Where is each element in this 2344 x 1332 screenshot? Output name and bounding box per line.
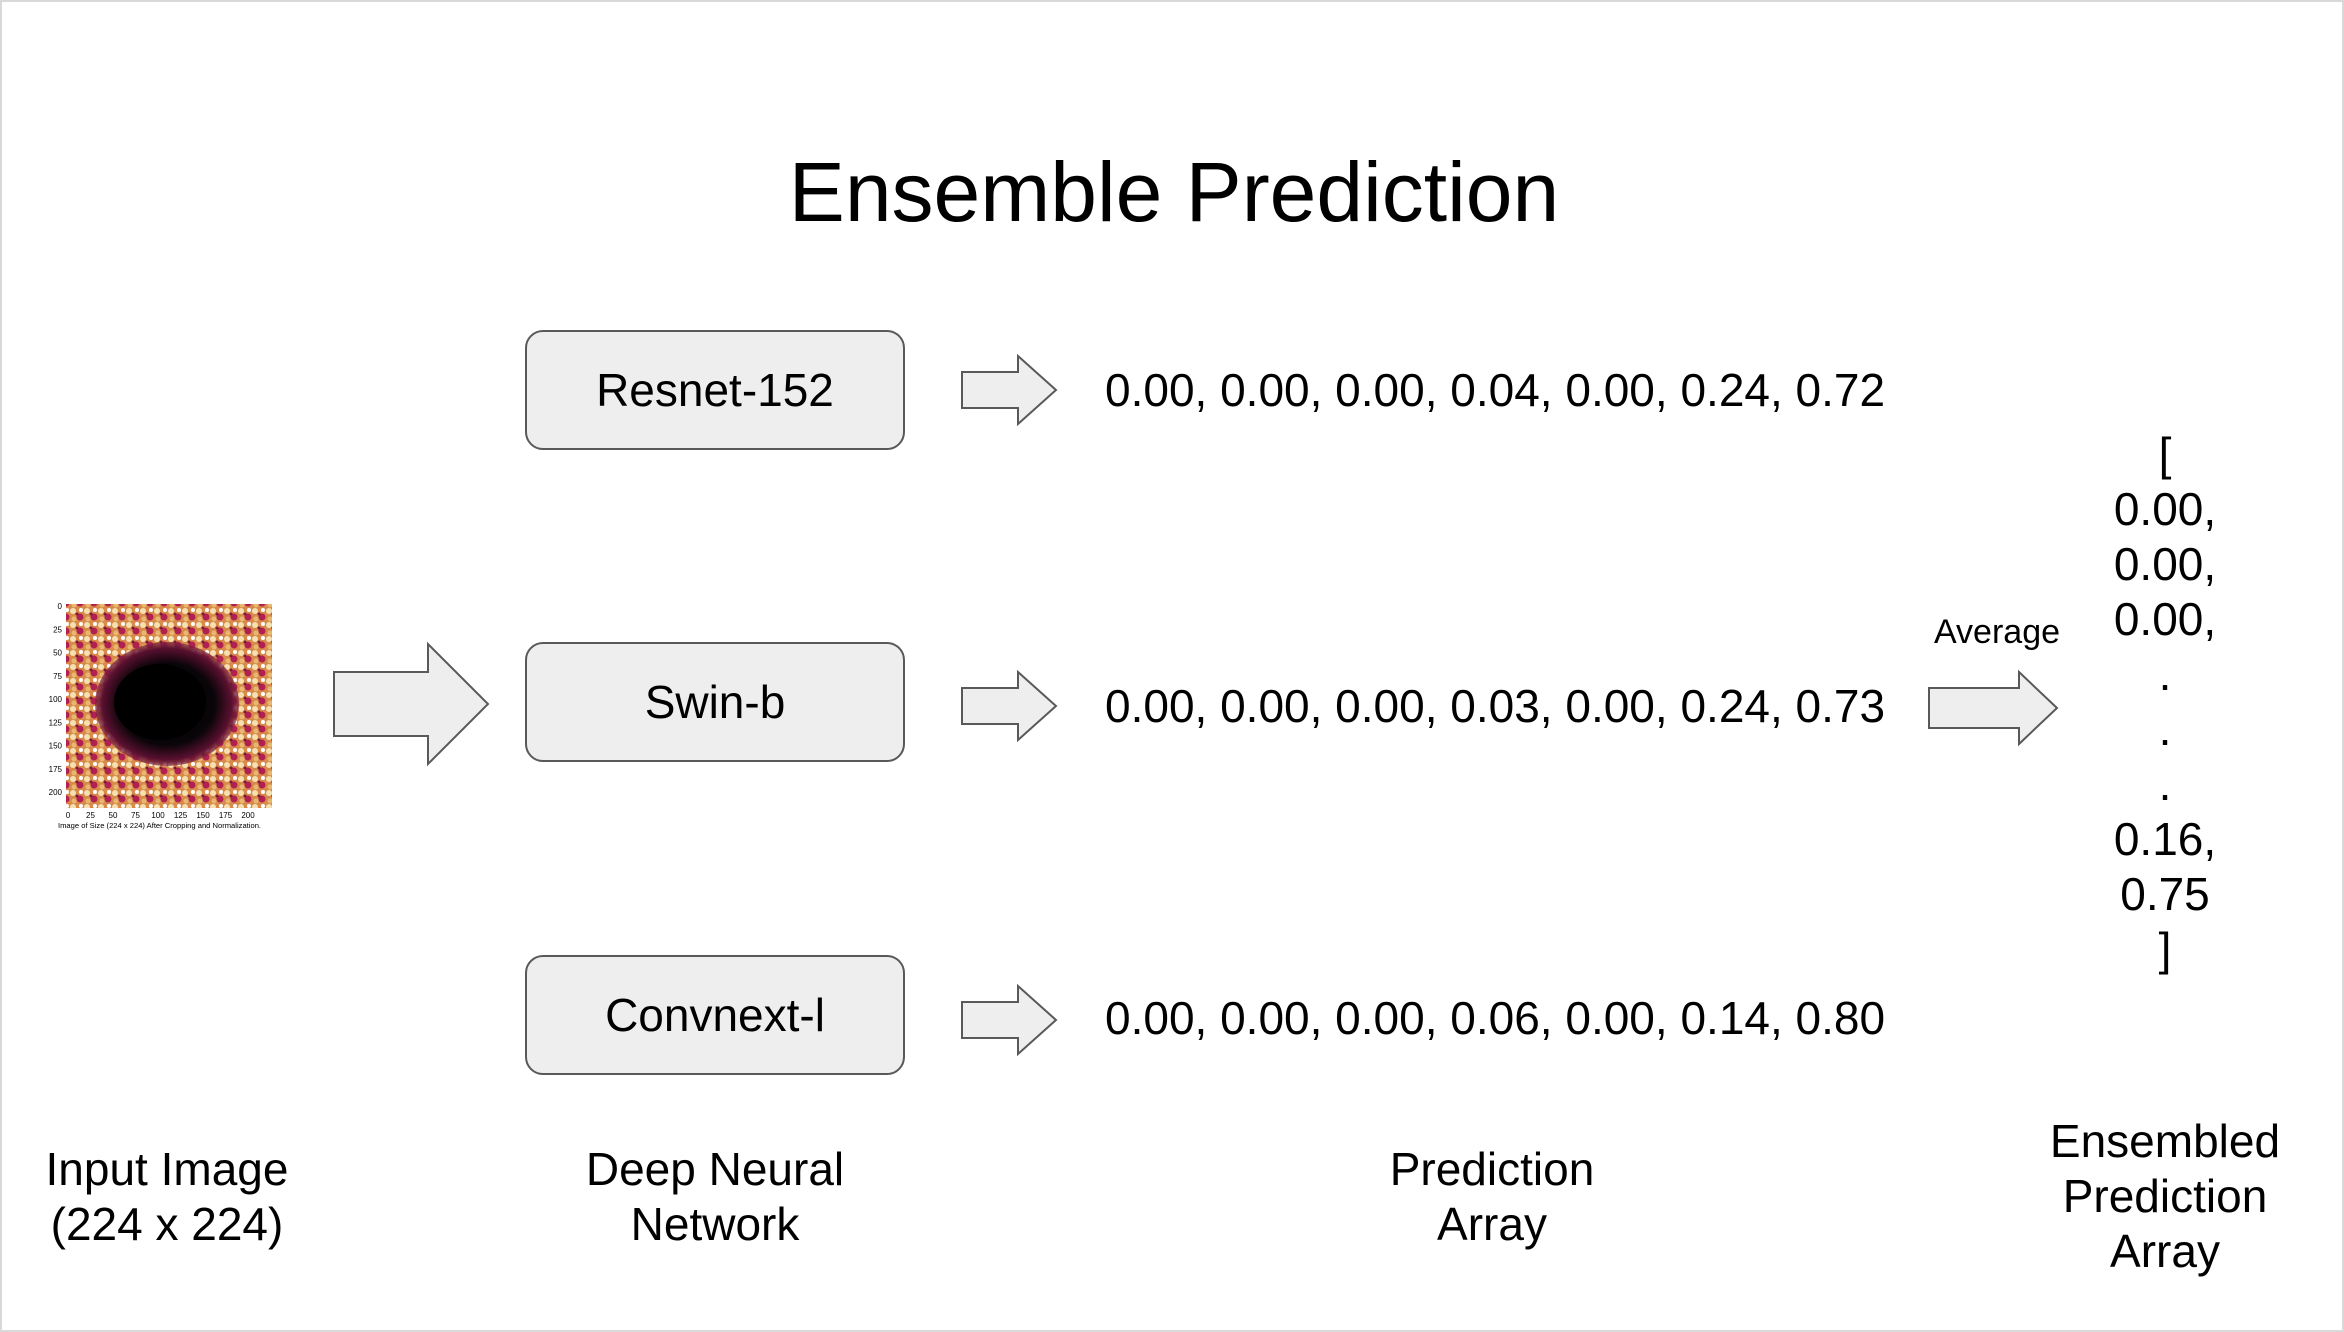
image-x-tick-label: 75 xyxy=(131,811,140,820)
model-to-prediction-arrow xyxy=(961,669,1058,743)
ensembled-value: . xyxy=(2158,758,2172,810)
image-x-tick-label: 0 xyxy=(66,811,71,820)
ensembled-value: 0.00, xyxy=(2113,593,2217,645)
ensembled-value: . xyxy=(2158,648,2172,700)
model-box-convnext-l: Convnext-l xyxy=(525,955,905,1075)
caption-line: Input Image xyxy=(45,1143,289,1195)
caption-line: Network xyxy=(630,1198,800,1250)
image-y-tick-label: 0 xyxy=(58,602,63,611)
average-arrow xyxy=(1928,669,2059,747)
ensembled-value: 0.16, xyxy=(2113,813,2217,865)
ensembled-value: 0.75 xyxy=(2120,868,2210,920)
image-y-tick-label: 125 xyxy=(49,718,63,727)
image-x-tick-label: 100 xyxy=(151,811,165,820)
caption-line: Array xyxy=(1437,1198,1547,1250)
caption-input-image: Input Image (224 x 224) xyxy=(22,1142,312,1252)
model-to-prediction-arrow xyxy=(961,983,1058,1057)
image-y-tick-label: 50 xyxy=(53,649,62,658)
model-box-resnet-152: Resnet-152 xyxy=(525,330,905,450)
model-label: Convnext-l xyxy=(605,989,825,1041)
prediction-array-swin-b: 0.00, 0.00, 0.00, 0.03, 0.00, 0.24, 0.73 xyxy=(1105,680,1886,732)
image-x-tick-label: 25 xyxy=(86,811,95,820)
image-y-tick-label: 100 xyxy=(49,695,63,704)
average-label: Average xyxy=(1933,613,2061,651)
caption-line: Prediction xyxy=(1389,1143,1595,1195)
caption-ensembled-prediction-array: Ensembled Prediction Array xyxy=(2025,1114,2305,1279)
input-image-caption: Image of Size (224 x 224) After Cropping… xyxy=(58,821,261,830)
input-image-thumbnail: 0 25 50 75 100 125 150 175 200 0 25 50 75 100 125 150 1… xyxy=(49,602,272,830)
image-x-tick-label: 175 xyxy=(219,811,233,820)
ensembled-value: ] xyxy=(2158,923,2172,975)
prediction-array-resnet-152: 0.00, 0.00, 0.00, 0.04, 0.00, 0.24, 0.72 xyxy=(1105,364,1886,416)
image-x-axis-ticks: 0 25 50 75 100 125 150 175 200 xyxy=(66,811,255,820)
image-x-tick-label: 150 xyxy=(196,811,210,820)
image-y-tick-label: 150 xyxy=(49,742,63,751)
ensembled-value: 0.00, xyxy=(2113,483,2217,535)
image-y-tick-label: 75 xyxy=(53,672,62,681)
input-to-network-arrow xyxy=(333,641,490,767)
caption-line: (224 x 224) xyxy=(50,1198,284,1250)
caption-line: Prediction xyxy=(2062,1170,2268,1222)
model-box-swin-b: Swin-b xyxy=(525,642,905,762)
image-y-tick-label: 175 xyxy=(49,765,63,774)
model-to-prediction-arrow xyxy=(961,353,1058,427)
ensembled-value: 0.00, xyxy=(2113,538,2217,590)
image-x-tick-label: 200 xyxy=(241,811,255,820)
image-x-tick-label: 50 xyxy=(109,811,118,820)
image-x-tick-label: 125 xyxy=(174,811,188,820)
ensembled-value: [ xyxy=(2158,428,2172,480)
image-y-tick-label: 200 xyxy=(49,788,63,797)
caption-line: Deep Neural xyxy=(585,1143,845,1195)
caption-deep-neural-network: Deep Neural Network xyxy=(545,1142,885,1252)
image-y-axis-ticks: 0 25 50 75 100 125 150 175 200 xyxy=(49,602,63,797)
diagram-title: Ensemble Prediction xyxy=(788,145,1560,239)
prediction-array-convnext-l: 0.00, 0.00, 0.00, 0.06, 0.00, 0.14, 0.80 xyxy=(1105,992,1886,1044)
caption-line: Ensembled xyxy=(2049,1115,2281,1167)
model-label: Resnet-152 xyxy=(596,364,834,416)
ensembled-value: . xyxy=(2158,703,2172,755)
caption-line: Array xyxy=(2110,1225,2220,1277)
ensembled-prediction-array: [0.00, 0.00, 0.00,... 0.16, 0.75] xyxy=(2065,427,2265,977)
caption-prediction-array: Prediction Array xyxy=(1342,1142,1642,1252)
model-label: Swin-b xyxy=(644,676,786,728)
image-y-tick-label: 25 xyxy=(53,625,62,634)
